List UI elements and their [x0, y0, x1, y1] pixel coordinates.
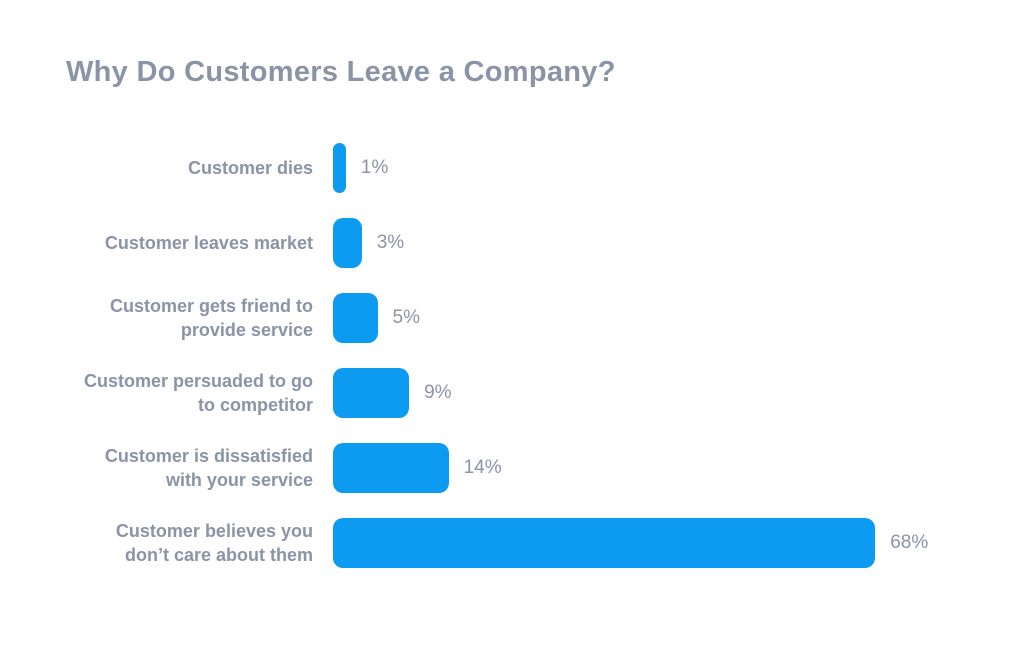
bar-track: 1%	[333, 143, 986, 193]
bar-category-label: Customer dies	[187, 157, 313, 178]
bar-row: Customer gets friend to provide service 5…	[66, 293, 986, 343]
bar-row: Customer persuaded to go to competitor 9%	[66, 368, 986, 418]
bar-row: Customer is dissatisfied with your servi…	[66, 443, 986, 493]
bar	[333, 293, 378, 343]
bar-row: Customer leaves market 3%	[66, 218, 986, 268]
bar-row: Customer believes you don’t care about t…	[66, 518, 986, 568]
bar-track: 3%	[333, 218, 986, 268]
bar-category-label: Customer is dissatisfied with your servi…	[104, 445, 313, 490]
bar	[333, 443, 449, 493]
chart-title: Why Do Customers Leave a Company?	[66, 56, 616, 88]
bar-row: Customer dies 1%	[66, 143, 986, 193]
bar-value-label: 9%	[424, 382, 452, 403]
bar-value-label: 68%	[890, 532, 929, 553]
bar-value-label: 3%	[376, 232, 405, 253]
bar	[333, 518, 876, 568]
bar-category-label: Customer leaves market	[104, 232, 313, 253]
bar-category-label: Customer believes you don’t care about t…	[115, 520, 313, 565]
bar-value-label: 1%	[360, 157, 389, 178]
bar	[333, 218, 362, 268]
bar-track: 14%	[333, 443, 986, 493]
bar-track: 5%	[333, 293, 986, 343]
bar-track: 68%	[333, 518, 986, 568]
bar-category-label: Customer gets friend to provide service	[109, 295, 313, 340]
bar-track: 9%	[333, 368, 986, 418]
bar-value-label: 5%	[392, 307, 420, 328]
bar	[333, 368, 410, 418]
bar-chart-rows: Customer dies 1% Customer leaves market 3% C…	[66, 143, 986, 568]
bar	[333, 143, 346, 193]
bar-category-label: Customer persuaded to go to competitor	[83, 370, 313, 415]
bar-value-label: 14%	[463, 457, 502, 478]
bar-chart: Customer dies 1% Customer leaves market 3% C…	[66, 143, 986, 593]
